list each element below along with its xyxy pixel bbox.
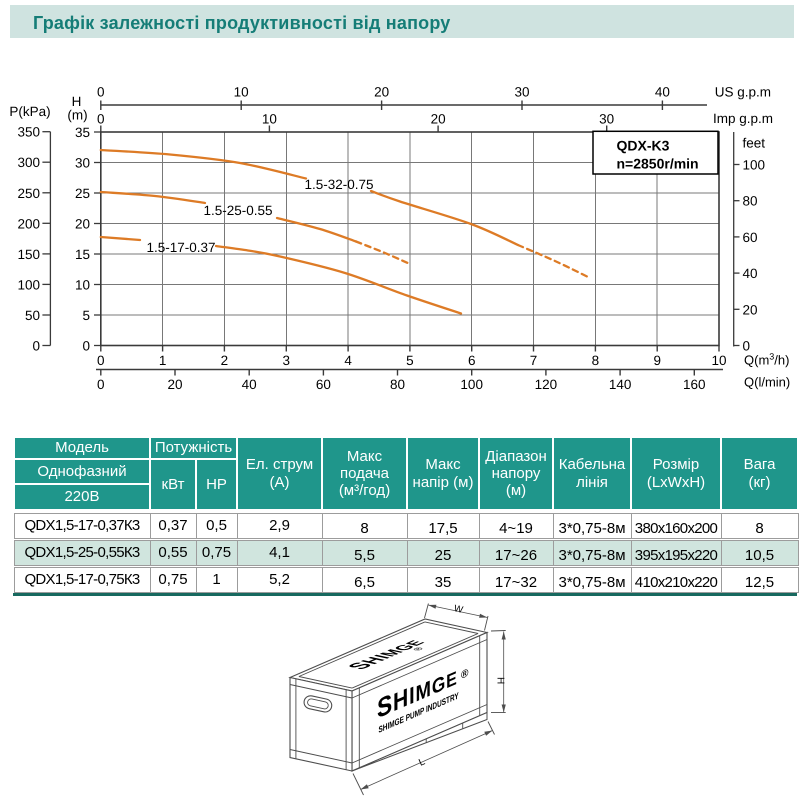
svg-text:(m): (m)	[67, 108, 87, 123]
svg-text:40: 40	[655, 85, 670, 100]
svg-text:20: 20	[374, 85, 389, 100]
svg-text:0: 0	[97, 85, 105, 100]
svg-text:5: 5	[406, 353, 414, 368]
svg-text:QDX-K3: QDX-K3	[617, 138, 670, 154]
svg-text:50: 50	[25, 308, 40, 323]
svg-text:200: 200	[17, 216, 40, 231]
svg-text:20: 20	[167, 377, 182, 392]
svg-text:80: 80	[390, 377, 405, 392]
svg-text:5: 5	[82, 308, 90, 323]
svg-text:20: 20	[75, 217, 90, 232]
svg-text:100: 100	[17, 277, 40, 292]
svg-text:0: 0	[743, 339, 751, 354]
svg-text:30: 30	[599, 112, 614, 127]
svg-text:P(kPa): P(kPa)	[9, 104, 50, 119]
svg-text:1.5-25-0.55: 1.5-25-0.55	[203, 203, 272, 218]
svg-text:120: 120	[535, 377, 558, 392]
svg-text:SHIMGE: SHIMGE	[377, 660, 458, 725]
svg-text:10: 10	[711, 353, 726, 368]
svg-text:2: 2	[221, 353, 229, 368]
svg-text:H: H	[495, 677, 506, 684]
svg-text:0: 0	[97, 377, 105, 392]
svg-text:1.5-32-0.75: 1.5-32-0.75	[304, 177, 373, 192]
svg-text:Q(l/min): Q(l/min)	[744, 375, 790, 390]
svg-text:140: 140	[609, 377, 632, 392]
svg-text:0: 0	[32, 339, 40, 354]
svg-text:100: 100	[460, 377, 483, 392]
svg-text:®: ®	[461, 667, 468, 682]
svg-text:Imp g.p.m: Imp g.p.m	[713, 111, 773, 126]
svg-text:0: 0	[82, 339, 90, 354]
svg-text:160: 160	[683, 377, 706, 392]
svg-text:8: 8	[592, 353, 600, 368]
svg-text:80: 80	[743, 194, 758, 209]
svg-text:20: 20	[743, 302, 758, 317]
svg-text:150: 150	[17, 247, 40, 262]
svg-text:1: 1	[159, 353, 167, 368]
svg-text:L: L	[417, 756, 427, 768]
svg-text:10: 10	[234, 85, 249, 100]
svg-text:9: 9	[653, 353, 661, 368]
svg-text:®: ®	[410, 647, 426, 652]
svg-text:feet: feet	[743, 136, 766, 151]
svg-text:US g.p.m: US g.p.m	[715, 85, 771, 100]
svg-text:10: 10	[75, 278, 90, 293]
svg-text:0: 0	[97, 353, 105, 368]
svg-text:4: 4	[344, 353, 352, 368]
svg-text:30: 30	[75, 156, 90, 171]
svg-text:40: 40	[242, 377, 257, 392]
svg-text:20: 20	[431, 112, 446, 127]
svg-text:15: 15	[75, 247, 90, 262]
svg-text:300: 300	[17, 155, 40, 170]
svg-text:7: 7	[530, 353, 538, 368]
svg-text:35: 35	[75, 125, 90, 140]
svg-text:SHIMGE: SHIMGE	[341, 638, 430, 671]
svg-text:100: 100	[743, 158, 766, 173]
svg-text:25: 25	[75, 186, 90, 201]
svg-text:30: 30	[514, 85, 529, 100]
svg-text:0: 0	[97, 112, 105, 127]
svg-text:1.5-17-0.37: 1.5-17-0.37	[146, 240, 215, 255]
svg-text:Q(m3/h): Q(m3/h)	[744, 352, 789, 368]
svg-text:n=2850r/min: n=2850r/min	[617, 156, 699, 172]
svg-text:250: 250	[17, 186, 40, 201]
svg-text:3: 3	[283, 353, 291, 368]
svg-text:350: 350	[17, 125, 40, 140]
svg-text:40: 40	[743, 266, 758, 281]
svg-text:60: 60	[316, 377, 331, 392]
svg-text:W: W	[453, 603, 464, 616]
svg-text:H: H	[72, 94, 82, 109]
svg-text:10: 10	[262, 112, 277, 127]
svg-text:6: 6	[468, 353, 476, 368]
svg-text:60: 60	[743, 230, 758, 245]
